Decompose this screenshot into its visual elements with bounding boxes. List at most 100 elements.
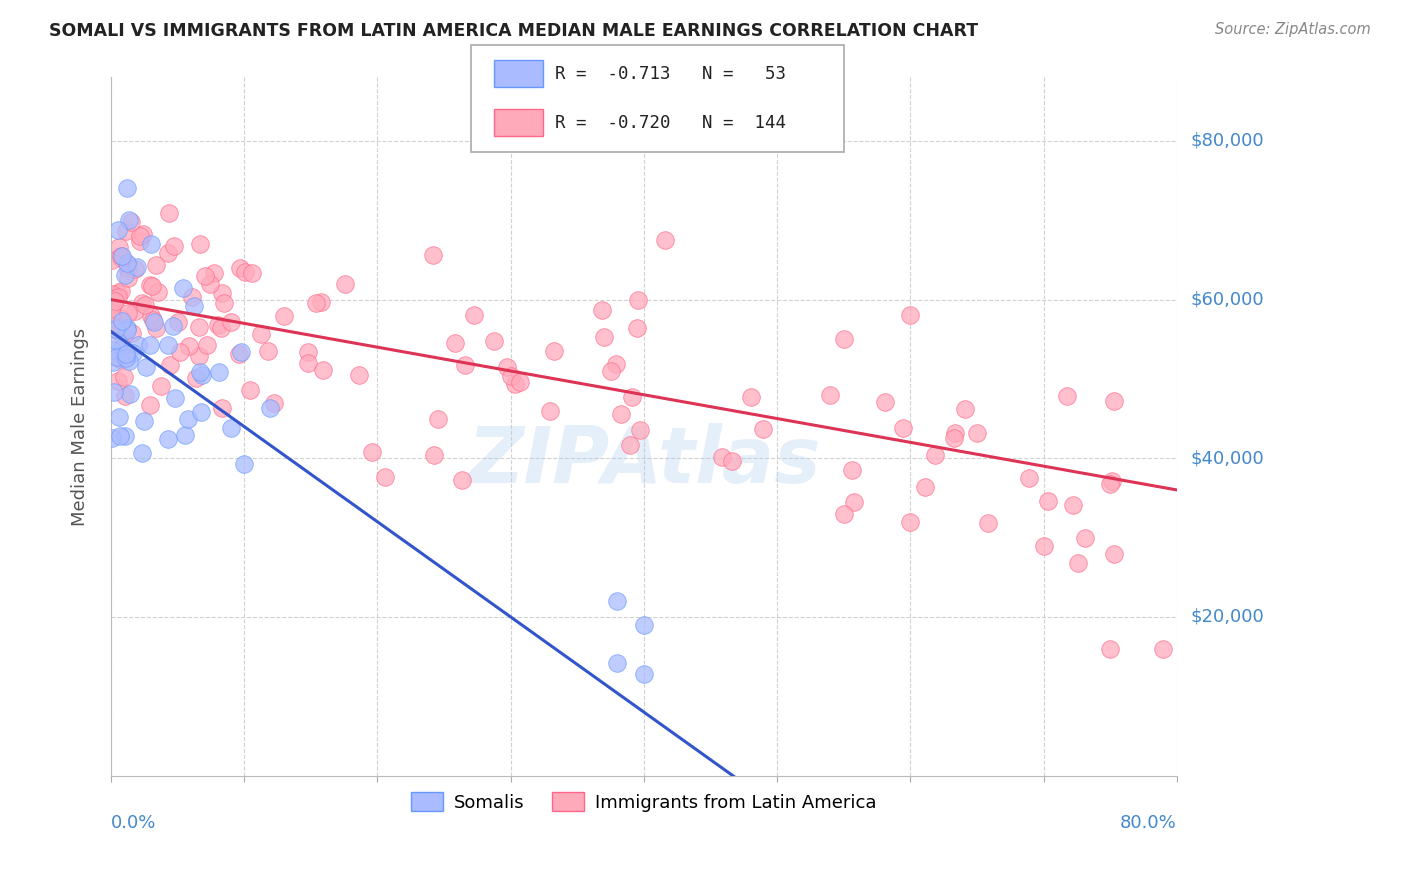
- Point: [111, 313, 134, 327]
- Point: [118, 212, 141, 227]
- Point: [211, 401, 233, 415]
- Point: [103, 322, 125, 336]
- Point: [117, 323, 139, 337]
- Point: [187, 320, 209, 334]
- Point: [914, 480, 936, 494]
- Point: [107, 374, 129, 388]
- Point: [108, 240, 131, 254]
- Y-axis label: Median Male Earnings: Median Male Earnings: [72, 327, 89, 525]
- Point: [118, 387, 141, 401]
- Point: [711, 450, 734, 464]
- Point: [141, 310, 163, 324]
- Point: [233, 457, 256, 471]
- Point: [143, 315, 166, 329]
- Point: [977, 516, 1000, 530]
- Point: [114, 429, 136, 443]
- Point: [628, 423, 651, 437]
- Point: [1099, 476, 1122, 491]
- Point: [101, 292, 124, 306]
- Point: [898, 515, 921, 529]
- Point: [1062, 498, 1084, 512]
- Text: R =  -0.713   N =   53: R = -0.713 N = 53: [555, 64, 786, 83]
- Point: [297, 356, 319, 370]
- Point: [127, 338, 149, 352]
- Point: [633, 667, 655, 681]
- Legend: Somalis, Immigrants from Latin America: Somalis, Immigrants from Latin America: [404, 785, 884, 819]
- Point: [121, 326, 143, 340]
- Point: [101, 343, 124, 357]
- Point: [312, 363, 335, 377]
- Point: [204, 266, 226, 280]
- Text: Source: ZipAtlas.com: Source: ZipAtlas.com: [1215, 22, 1371, 37]
- Point: [114, 224, 136, 238]
- Point: [101, 431, 124, 445]
- Point: [361, 444, 384, 458]
- Point: [297, 345, 319, 359]
- Point: [463, 308, 485, 322]
- Point: [187, 350, 209, 364]
- Point: [139, 398, 162, 412]
- Point: [228, 347, 250, 361]
- Point: [120, 215, 142, 229]
- Point: [172, 281, 194, 295]
- Point: [592, 330, 614, 344]
- Point: [740, 390, 762, 404]
- Point: [111, 340, 134, 354]
- Point: [169, 345, 191, 359]
- Point: [1032, 539, 1054, 553]
- Point: [503, 377, 526, 392]
- Point: [127, 260, 149, 274]
- Point: [110, 310, 132, 325]
- Point: [207, 365, 229, 379]
- Point: [228, 261, 250, 276]
- Point: [444, 335, 467, 350]
- Point: [239, 383, 262, 397]
- Point: [105, 350, 128, 364]
- Point: [117, 271, 139, 285]
- Point: [626, 321, 648, 335]
- Text: 0.0%: 0.0%: [111, 814, 156, 832]
- Point: [256, 344, 278, 359]
- Point: [121, 345, 143, 359]
- Point: [149, 379, 172, 393]
- Point: [609, 407, 631, 421]
- Point: [148, 285, 170, 300]
- Point: [924, 448, 946, 462]
- Point: [139, 338, 162, 352]
- Point: [347, 368, 370, 383]
- Point: [129, 234, 152, 248]
- Point: [621, 390, 644, 404]
- Point: [101, 318, 124, 333]
- Point: [422, 248, 444, 262]
- Point: [162, 319, 184, 334]
- Point: [1101, 475, 1123, 489]
- Point: [184, 371, 207, 385]
- Point: [117, 321, 139, 335]
- Point: [191, 368, 214, 383]
- Point: [633, 617, 655, 632]
- Point: [619, 438, 641, 452]
- Point: [141, 279, 163, 293]
- Point: [200, 277, 222, 292]
- Point: [273, 309, 295, 323]
- Point: [108, 429, 131, 443]
- Point: [157, 206, 180, 220]
- Point: [212, 295, 235, 310]
- Point: [422, 449, 444, 463]
- Text: $80,000: $80,000: [1191, 132, 1264, 150]
- Point: [167, 316, 190, 330]
- Point: [111, 327, 134, 342]
- Point: [110, 351, 132, 366]
- Point: [606, 656, 628, 670]
- Point: [818, 388, 841, 402]
- Point: [107, 223, 129, 237]
- Point: [101, 287, 124, 301]
- Point: [259, 401, 281, 415]
- Point: [105, 322, 128, 336]
- Point: [188, 365, 211, 379]
- Point: [145, 320, 167, 334]
- Point: [134, 298, 156, 312]
- Point: [426, 412, 449, 426]
- Point: [157, 337, 180, 351]
- Point: [451, 473, 474, 487]
